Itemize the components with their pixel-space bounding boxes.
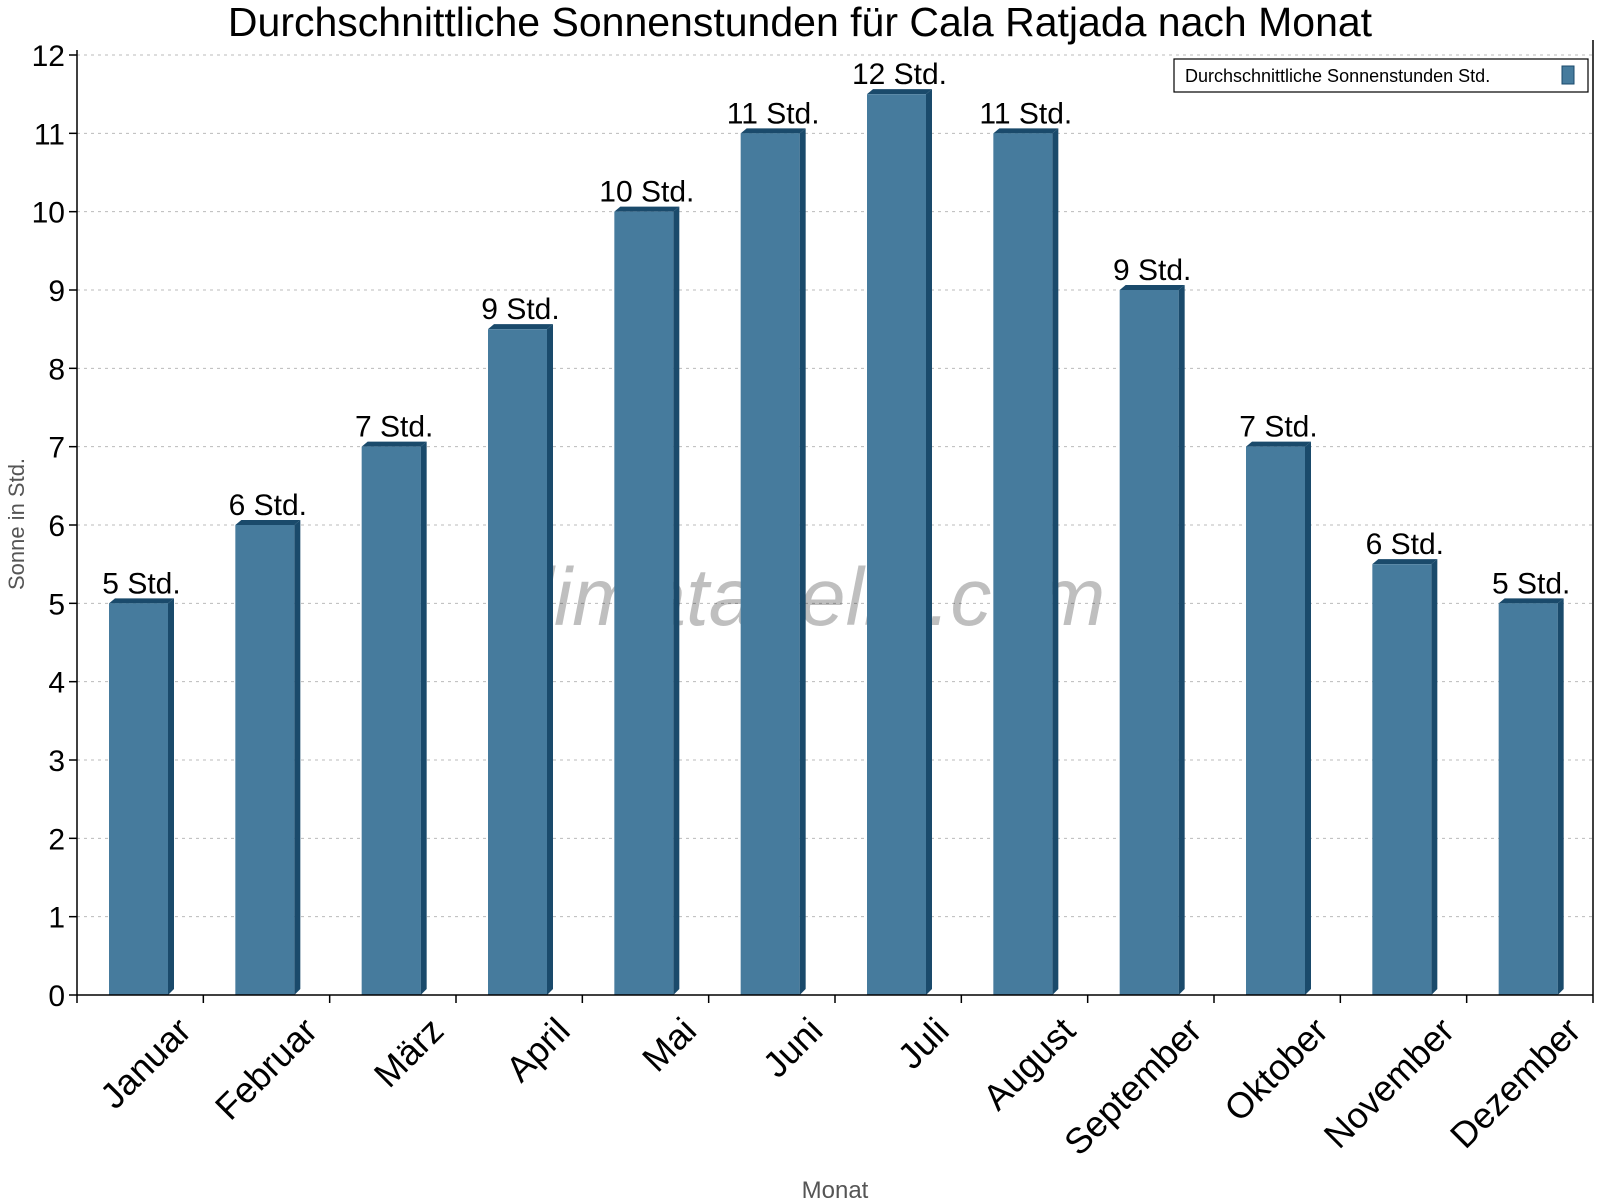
bar-top <box>361 441 427 447</box>
y-tick-label: 5 <box>48 588 65 621</box>
x-tick-label: Februar <box>207 1010 325 1128</box>
data-label: 6 Std. <box>229 489 307 522</box>
bar-top <box>740 128 806 134</box>
bar <box>1119 290 1179 995</box>
data-label: 11 Std. <box>979 97 1072 130</box>
bar <box>235 525 295 995</box>
y-tick-label: 8 <box>48 353 65 386</box>
bar-side <box>673 206 680 995</box>
bar-side <box>168 598 174 995</box>
data-label: 11 Std. <box>727 97 820 130</box>
bar-top <box>1119 285 1185 290</box>
y-tick-label: 3 <box>48 745 65 778</box>
legend: Durchschnittliche Sonnenstunden Std. <box>1173 58 1589 93</box>
data-label: 7 Std. <box>1239 411 1317 444</box>
data-label: 10 Std. <box>599 176 694 209</box>
data-label: 12 Std. <box>852 58 947 91</box>
bar-top <box>867 89 932 95</box>
bar-side <box>799 128 806 996</box>
bar-side <box>1178 285 1185 995</box>
chart-title: Durchschnittliche Sonnenstunden für Cala… <box>228 0 1373 45</box>
bar-side <box>1305 441 1311 996</box>
bar-side <box>1052 128 1059 996</box>
bar <box>1498 603 1558 995</box>
y-tick-label: 1 <box>48 902 65 935</box>
y-tick-label: 11 <box>34 118 65 151</box>
bar <box>109 603 168 995</box>
bar-side <box>1557 598 1564 995</box>
y-tick-label: 0 <box>48 980 65 1013</box>
data-label: 7 Std. <box>355 411 433 444</box>
bar-top <box>235 520 301 525</box>
bar <box>993 133 1053 996</box>
bar-top <box>1498 598 1564 604</box>
data-label: 5 Std. <box>1492 567 1570 600</box>
x-tick-label: April <box>498 1010 578 1090</box>
x-tick-label: Mai <box>634 1010 704 1080</box>
bar-top <box>1246 441 1311 447</box>
y-tick-label: 9 <box>48 275 65 308</box>
legend-label: Durchschnittliche Sonnenstunden Std. <box>1185 66 1490 86</box>
x-axis-label: Monat <box>802 1177 869 1200</box>
x-tick-label: August <box>975 1010 1083 1118</box>
legend-swatch <box>1561 65 1575 85</box>
bar-top <box>109 598 174 604</box>
y-tick-label: 12 <box>32 40 65 73</box>
bar <box>614 211 674 995</box>
bar <box>867 94 926 995</box>
y-tick-label: 2 <box>48 823 65 856</box>
bar-side <box>547 324 553 996</box>
y-tick-label: 6 <box>48 510 65 543</box>
x-tick-label: Dezember <box>1442 1010 1588 1156</box>
bar-top <box>1372 559 1438 565</box>
x-tick-label: September <box>1056 1010 1210 1164</box>
bar-side <box>926 89 932 995</box>
bar <box>488 329 547 996</box>
x-tick-label: November <box>1316 1010 1462 1156</box>
grid <box>77 54 1593 918</box>
data-label: 9 Std. <box>481 293 559 326</box>
y-tick-label: 7 <box>48 432 65 465</box>
bar-top <box>993 128 1059 134</box>
x-tick-label: Oktober <box>1216 1010 1336 1130</box>
data-label: 9 Std. <box>1113 254 1191 287</box>
bar-top <box>488 324 553 330</box>
y-tick-label: 10 <box>32 197 65 230</box>
data-label: 6 Std. <box>1366 528 1444 561</box>
data-label: 5 Std. <box>102 567 180 600</box>
bar <box>1246 446 1305 996</box>
y-axis-label: Sonne in Std. <box>4 458 29 590</box>
bar-side <box>420 441 427 996</box>
bar <box>740 133 800 996</box>
bar-top <box>614 206 680 212</box>
bars: 5 Std. 6 Std. 7 Std. 9 Std. 10 Std. 11 Std. 12… <box>102 58 1570 996</box>
x-tick-label: Juli <box>890 1010 957 1077</box>
y-tick-label: 4 <box>48 667 65 700</box>
x-tick-label: März <box>366 1010 452 1096</box>
bar <box>1372 564 1432 995</box>
bar <box>361 446 421 996</box>
legend-box <box>1173 58 1589 93</box>
bar-side <box>1431 559 1438 995</box>
x-tick-label: Januar <box>92 1010 199 1117</box>
bar-side <box>294 520 301 995</box>
x-tick-label: Juni <box>755 1010 831 1086</box>
